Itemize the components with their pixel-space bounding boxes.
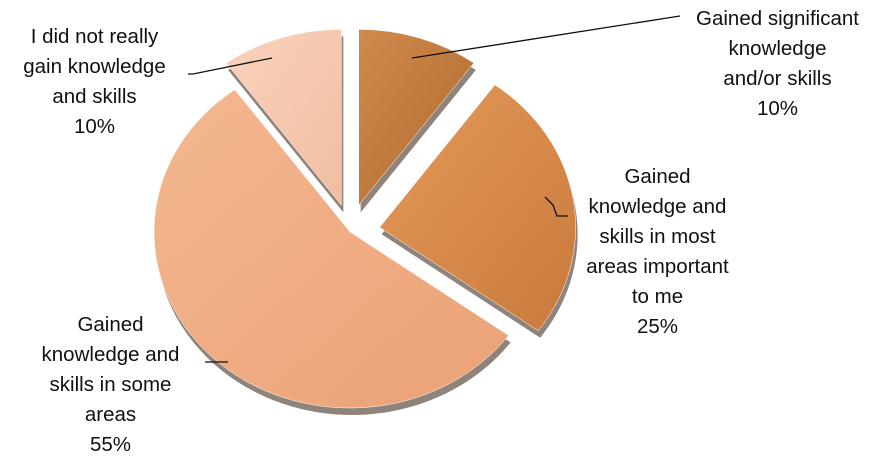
- slice-label-significant: Gained significant knowledge and/or skil…: [665, 4, 890, 124]
- pie-slice-significant: [358, 29, 475, 207]
- pie-slice-no-gain: [225, 29, 342, 207]
- slice-percent-some-areas: 55%: [89, 433, 132, 456]
- slice-label-no-gain: I did not really gain knowledge and skil…: [2, 22, 187, 142]
- slice-percent-most-areas: 25%: [636, 315, 679, 338]
- pie-slice-most-areas: [379, 84, 576, 332]
- slice-percent-no-gain: 10%: [73, 115, 116, 138]
- slice-label-most-areas: Gained knowledge and skills in most area…: [565, 162, 750, 342]
- slice-label-some-areas: Gained knowledge and skills in some area…: [18, 310, 203, 460]
- pie-slice-some-areas: [153, 89, 509, 409]
- leader-line-most-areas: [544, 196, 568, 217]
- leader-line-no-gain: [188, 57, 273, 75]
- leader-line-significant: [411, 15, 681, 59]
- slice-percent-significant: 10%: [756, 97, 799, 120]
